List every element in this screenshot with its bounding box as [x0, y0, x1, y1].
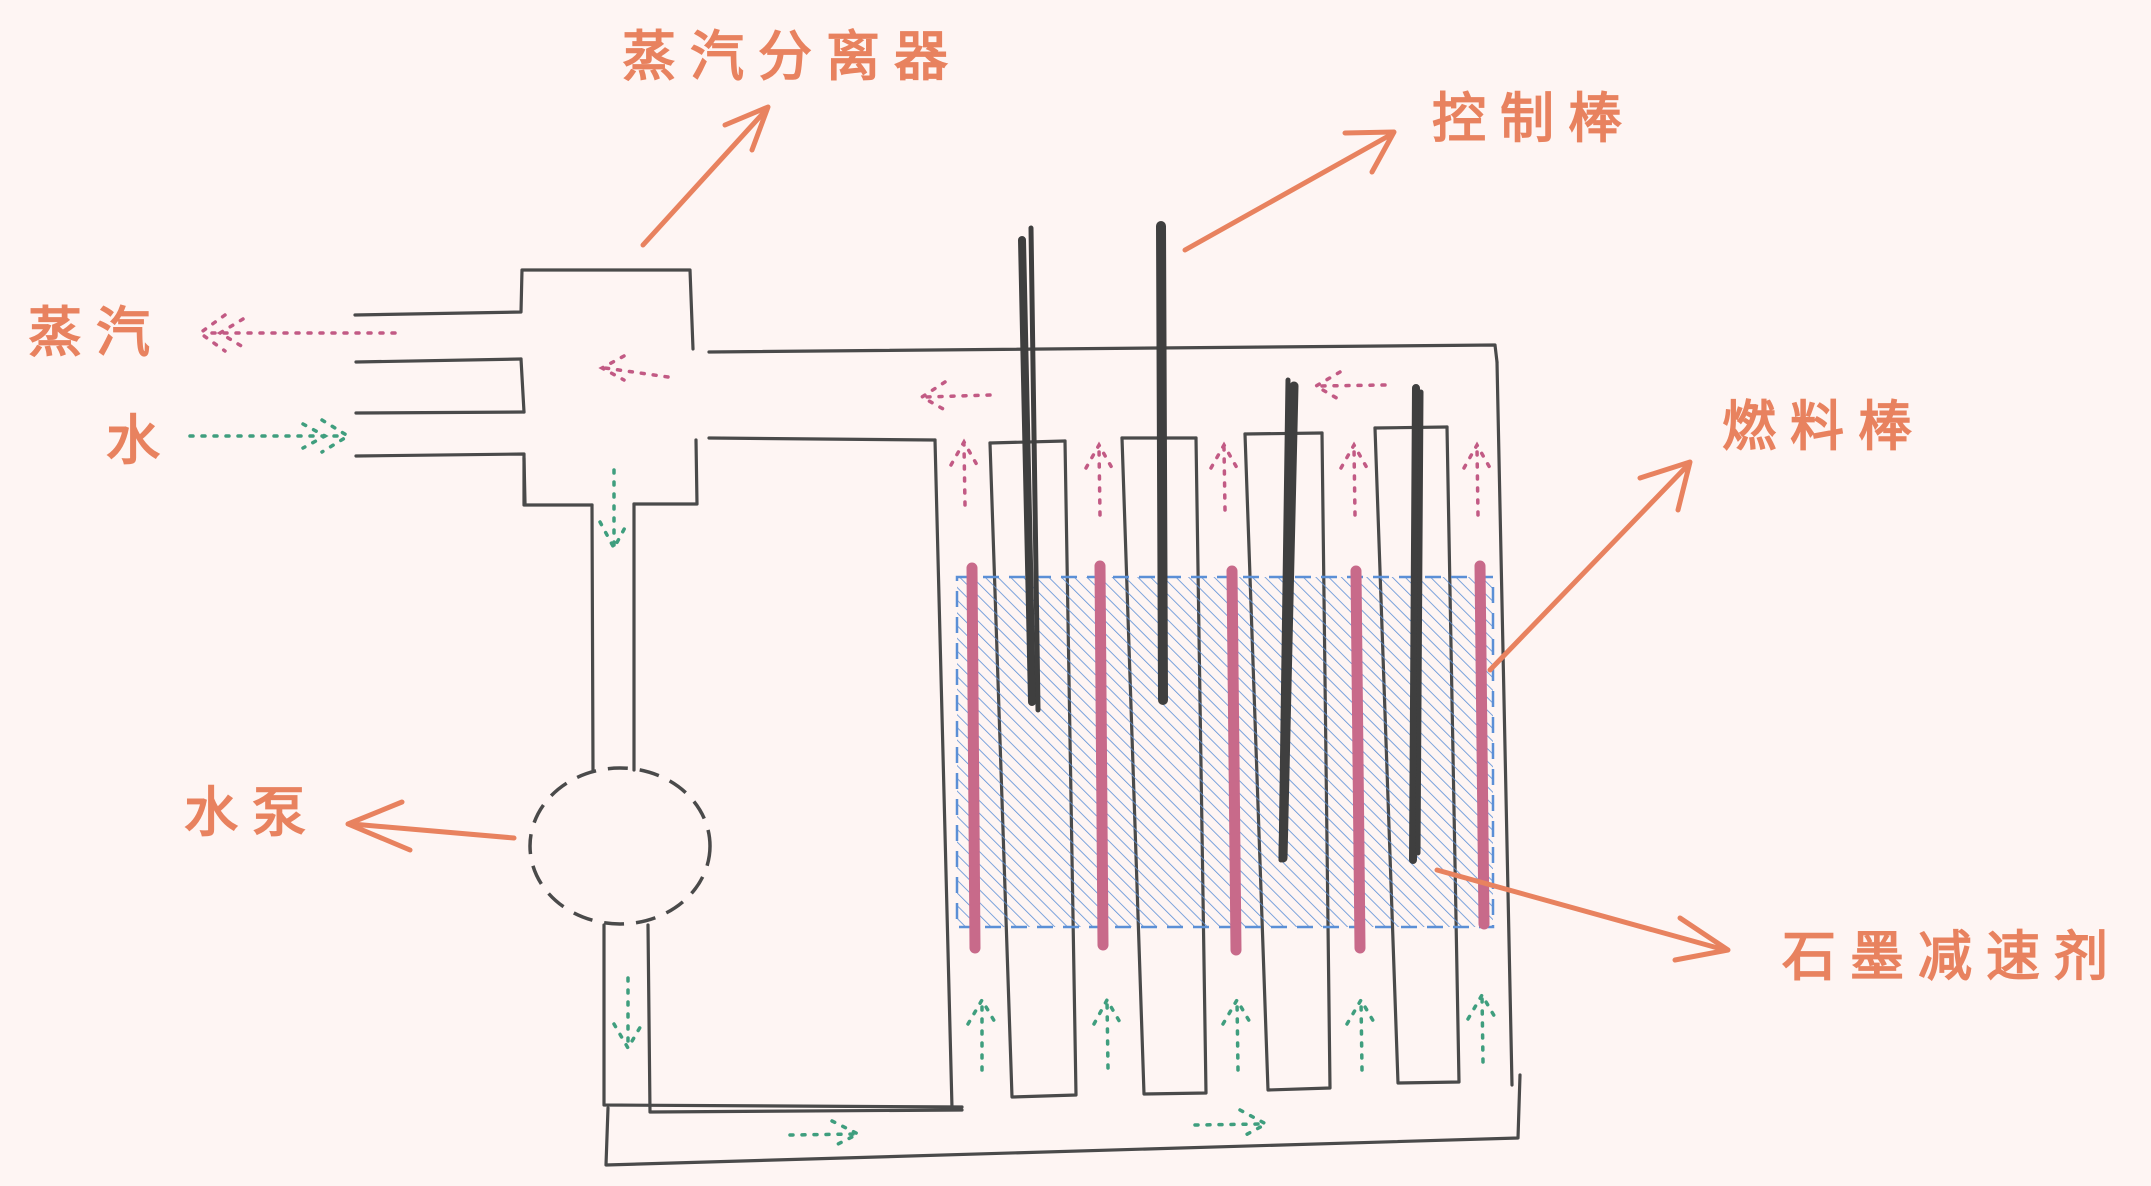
water-pump-circle	[528, 766, 712, 926]
label-steam: 蒸汽	[28, 301, 164, 364]
fuel-rods	[966, 560, 1490, 956]
steam-flow-arrows	[197, 313, 1492, 517]
return-pipes	[602, 923, 1522, 1167]
label-steam-separator: 蒸汽分离器	[622, 25, 962, 88]
label-water: 水	[106, 409, 174, 472]
downcomer-pipes	[590, 502, 636, 772]
callout-arrows	[345, 104, 1731, 963]
label-water-pump: 水泵	[184, 781, 320, 844]
reactor-vessel	[933, 360, 1514, 1110]
control-rods	[1018, 221, 1424, 864]
label-graphite-moderator: 石墨减速剂	[1782, 925, 2122, 988]
steam-separator	[353, 268, 1499, 507]
label-fuel-rod: 燃料棒	[1722, 395, 1926, 458]
water-flow-arrows	[188, 418, 1498, 1149]
label-control-rod: 控制棒	[1432, 87, 1636, 150]
graphite-moderator-block	[955, 575, 1495, 929]
